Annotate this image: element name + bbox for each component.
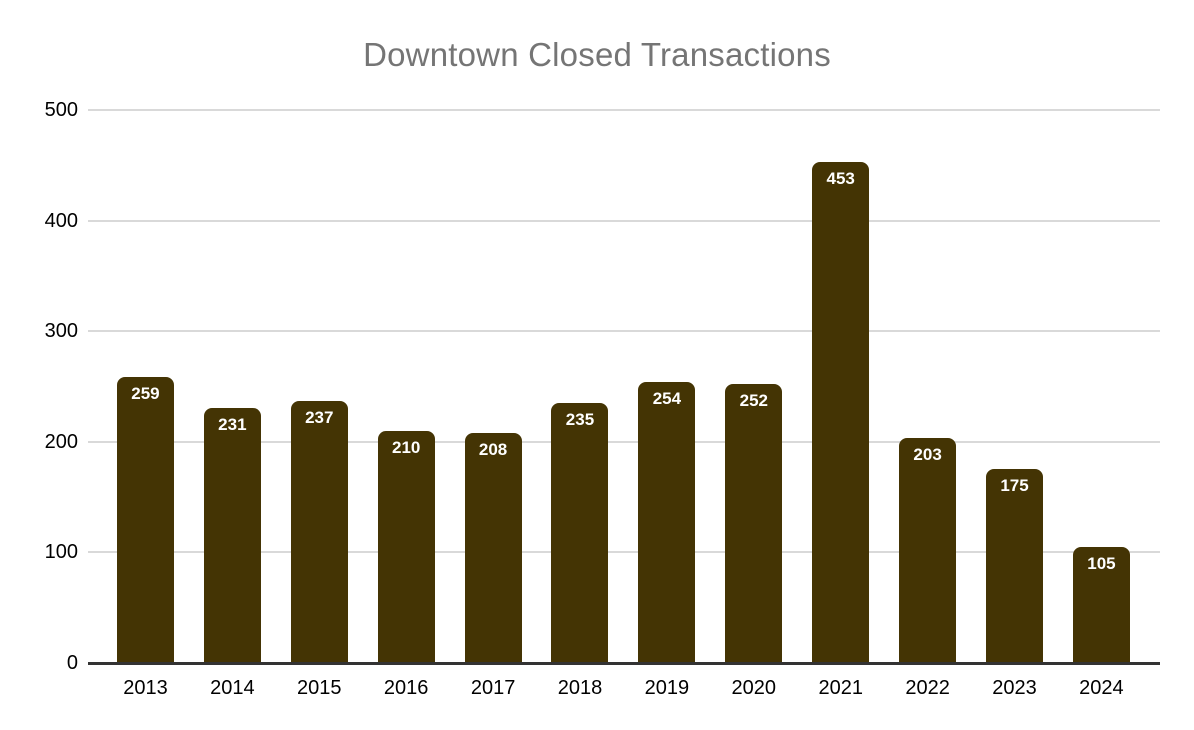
bar-2015[interactable]: 237	[290, 400, 348, 663]
bar-2024[interactable]: 105	[1072, 546, 1130, 663]
x-axis-labels: 2013 2014 2015 2016 2017 2018 2019 2020 2021 2022…	[88, 675, 1160, 701]
x-tick-label-2022: 2022	[905, 677, 950, 699]
bar-2019[interactable]: 254	[638, 382, 696, 663]
y-tick-label-100: 100	[44, 541, 78, 564]
y-tick-label-500: 500	[44, 99, 78, 121]
bar-value-label: 453	[826, 168, 855, 188]
bar-2020[interactable]: 252	[725, 384, 783, 663]
bar-value-label: 254	[652, 389, 682, 409]
bar-value-label: 208	[478, 439, 508, 459]
y-tick-label-300: 300	[44, 320, 78, 343]
bar-2018[interactable]: 235	[551, 403, 609, 663]
plot-area	[88, 109, 1160, 663]
x-tick-label-2021: 2021	[818, 677, 863, 699]
bar-value-label: 105	[1087, 553, 1116, 573]
bar-value-label: 231	[218, 414, 247, 434]
y-tick-label-200: 200	[44, 430, 78, 453]
x-tick-label-2024: 2024	[1079, 677, 1124, 699]
x-tick-label-2019: 2019	[644, 677, 690, 699]
gridline-100	[88, 551, 1160, 554]
gridline-200	[88, 440, 1160, 443]
bar-value-label: 203	[913, 445, 942, 465]
bars-layer: 259 231 237 210 208 235 254 252 453 203 175 105	[88, 110, 1160, 663]
bar-value-label: 252	[739, 391, 768, 411]
gridline-400	[88, 219, 1160, 222]
bar-2016[interactable]: 210	[377, 430, 435, 663]
bar-value-label: 259	[131, 383, 160, 403]
x-tick-label-2023: 2023	[992, 677, 1037, 699]
x-tick-label-2013: 2013	[123, 677, 168, 699]
bar-value-label: 237	[305, 407, 334, 427]
x-tick-label-2015: 2015	[297, 677, 342, 699]
y-tick-label-0: 0	[66, 652, 78, 674]
x-tick-label-2018: 2018	[557, 677, 603, 699]
x-tick-label-2016: 2016	[383, 677, 429, 699]
x-axis-line	[88, 662, 1160, 665]
x-tick-label-2020: 2020	[731, 677, 777, 699]
bar-2014[interactable]: 231	[203, 407, 261, 663]
bar-value-label: 175	[1000, 476, 1029, 496]
bar-2022[interactable]: 203	[899, 438, 957, 663]
gridline-300	[88, 330, 1160, 333]
gridline-500	[88, 109, 1160, 111]
x-tick-label-2017: 2017	[470, 677, 516, 699]
chart-title: Downtown Closed Transactions	[363, 36, 831, 73]
bar-2021[interactable]: 453	[812, 161, 870, 663]
x-tick-label-2014: 2014	[210, 677, 255, 699]
bar-2017[interactable]: 208	[464, 432, 522, 663]
bar-2023[interactable]: 175	[986, 469, 1044, 663]
bar-value-label: 235	[565, 410, 595, 430]
bar-2013[interactable]: 259	[116, 376, 174, 663]
bar-value-label: 210	[391, 437, 421, 457]
y-tick-label-400: 400	[44, 209, 78, 232]
